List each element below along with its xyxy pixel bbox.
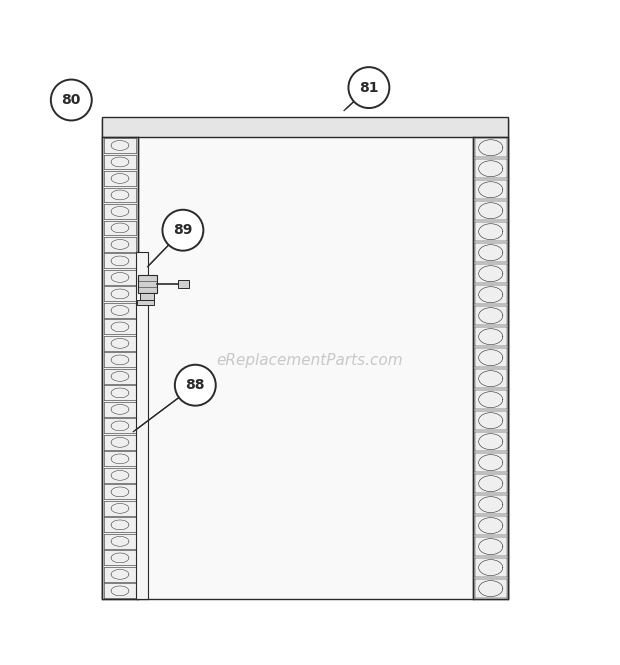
Bar — [140, 293, 154, 300]
Text: 80: 80 — [61, 93, 81, 107]
Text: 81: 81 — [359, 80, 379, 94]
Bar — [102, 137, 138, 599]
Text: eReplacementParts.com: eReplacementParts.com — [216, 353, 404, 368]
Text: 88: 88 — [185, 378, 205, 392]
Circle shape — [51, 80, 92, 120]
Bar — [136, 252, 148, 599]
Bar — [178, 280, 189, 289]
Circle shape — [162, 209, 203, 251]
Bar — [102, 117, 508, 137]
Bar — [137, 300, 154, 305]
Circle shape — [175, 364, 216, 406]
Bar — [102, 118, 508, 599]
Bar — [138, 275, 157, 293]
Circle shape — [348, 67, 389, 108]
Bar — [473, 137, 508, 599]
Text: 89: 89 — [173, 223, 193, 237]
